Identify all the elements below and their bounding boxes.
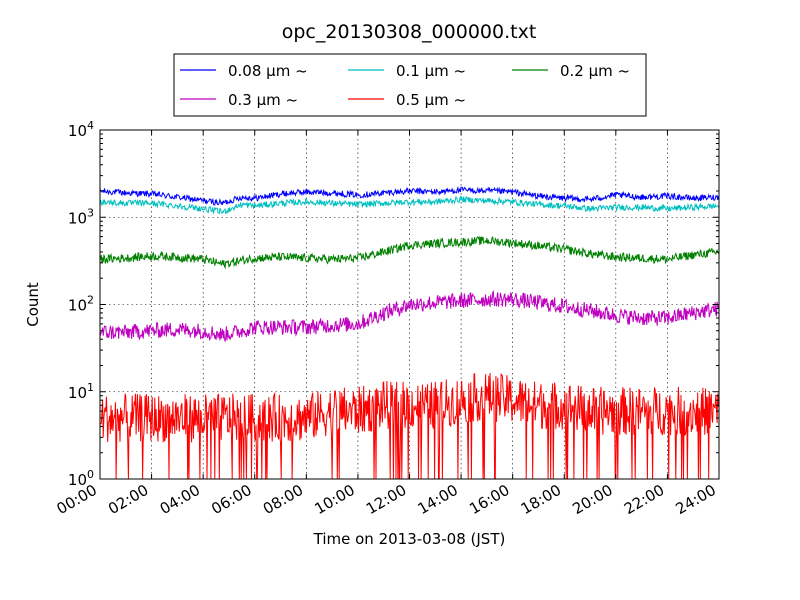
y-axis-label: Count (24, 282, 42, 327)
series-line (99, 289, 720, 342)
series-line (99, 185, 720, 206)
legend-box (173, 53, 647, 117)
chart-title: opc_20130308_000000.txt (282, 21, 537, 43)
legend-label: 0.2 μm ~ (560, 62, 630, 80)
legend-label: 0.1 μm ~ (396, 62, 466, 80)
legend-label: 0.08 μm ~ (228, 62, 308, 80)
legend-label: 0.3 μm ~ (228, 91, 298, 109)
x-axis-label: Time on 2013-03-08 (JST) (313, 530, 506, 548)
series-line (99, 235, 720, 270)
legend-label: 0.5 μm ~ (396, 91, 466, 109)
series-line (99, 195, 720, 215)
legend: 0.08 μm ~ 0.1 μm ~ 0.2 μm ~ 0.3 μm ~ 0.5 μm … (173, 53, 647, 117)
